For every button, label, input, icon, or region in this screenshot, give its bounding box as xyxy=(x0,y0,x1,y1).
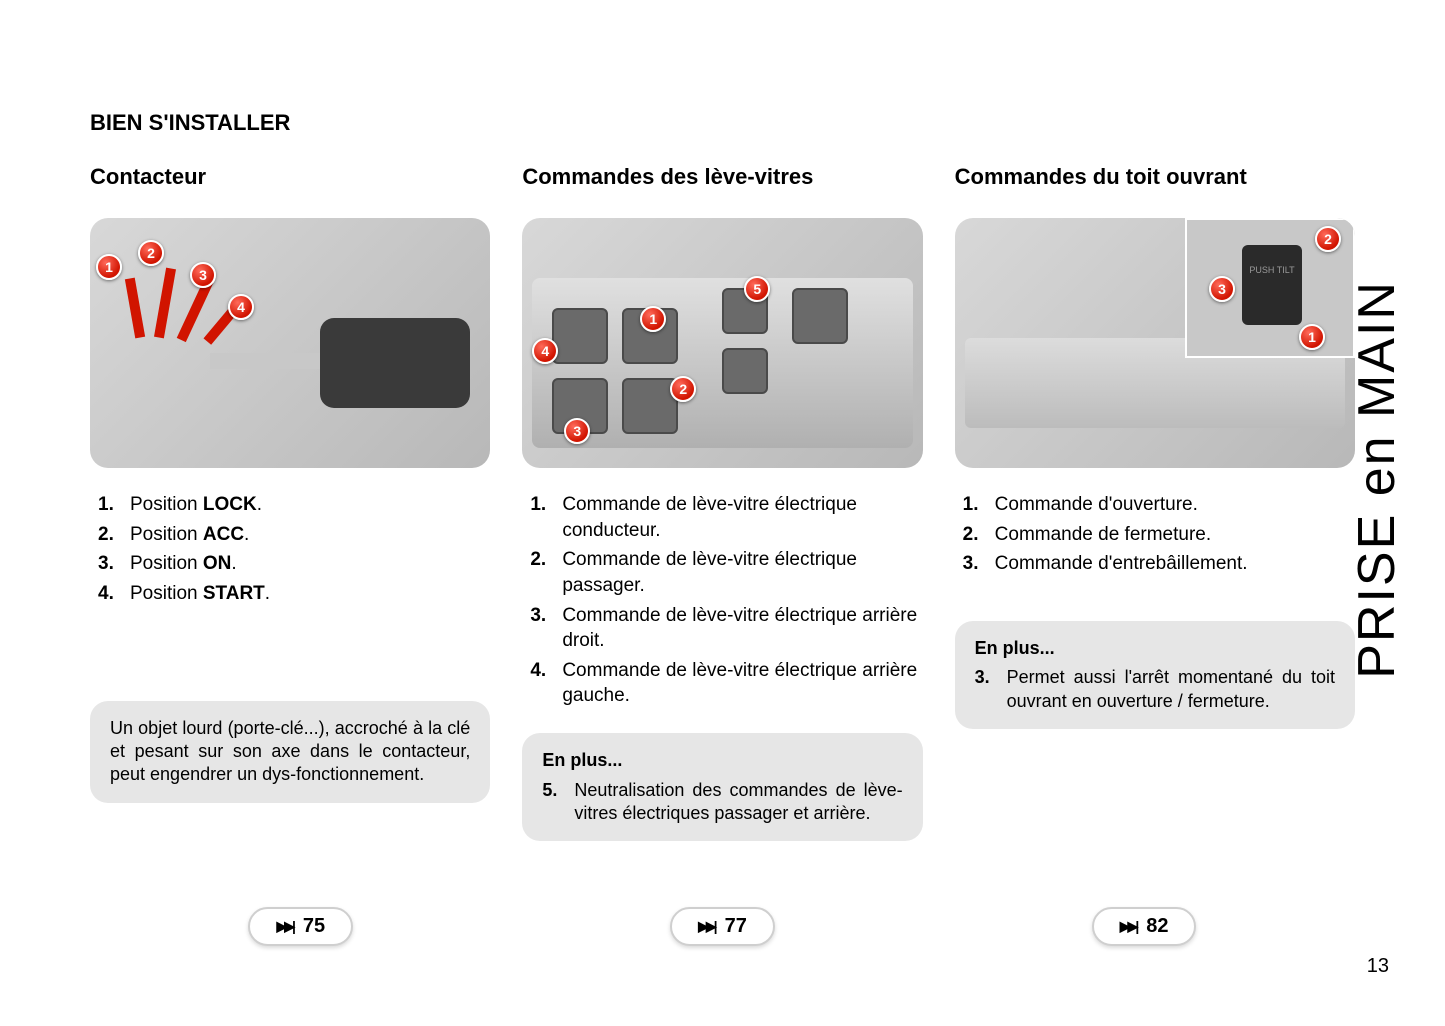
callout-2: 2 xyxy=(138,240,164,266)
column-windows: Commandes des lève-vitres 1 2 3 4 5 xyxy=(522,164,922,861)
fast-forward-icon: ▶▶| xyxy=(698,918,714,935)
list-windows: 1.Commande de lève-vitre électrique cond… xyxy=(522,492,922,709)
page-ref-number: 77 xyxy=(725,915,747,938)
page-ref-link[interactable]: ▶▶| 82 xyxy=(1092,907,1197,946)
key-shaft-shape xyxy=(210,353,330,369)
switch-shape xyxy=(792,288,848,344)
list-item: 2.Commande de lève-vitre électrique pass… xyxy=(530,547,922,598)
list-item: 1.Commande d'ouverture. xyxy=(963,492,1355,518)
switch-shape xyxy=(552,308,608,364)
switch-shape xyxy=(722,348,768,394)
list-item: 2.Position ACC. xyxy=(98,522,490,548)
callout-3: 3 xyxy=(1209,276,1235,302)
arrow-shape xyxy=(125,278,145,339)
subheading-sunroof: Commandes du toit ouvrant xyxy=(955,164,1355,190)
page-number: 13 xyxy=(1367,955,1389,978)
note-windows: En plus... 5.Neutralisation des commande… xyxy=(522,733,922,841)
arrow-shape xyxy=(154,268,176,339)
subheading-windows: Commandes des lève-vitres xyxy=(522,164,922,190)
callout-2: 2 xyxy=(1315,226,1341,252)
note-title: En plus... xyxy=(975,637,1335,660)
fast-forward-icon: ▶▶| xyxy=(1120,918,1136,935)
list-item: 1.Position LOCK. xyxy=(98,492,490,518)
callout-1: 1 xyxy=(96,254,122,280)
subheading-contacteur: Contacteur xyxy=(90,164,490,190)
note-list: 5.Neutralisation des commandes de lève-v… xyxy=(542,779,902,826)
list-item: 3.Commande de lève-vitre électrique arri… xyxy=(530,603,922,654)
page-refs-row: ▶▶| 75 ▶▶| 77 ▶▶| 82 xyxy=(90,907,1355,946)
figure-ignition: 1 2 3 4 xyxy=(90,218,490,468)
side-tab-label: PRISE en MAIN xyxy=(1347,280,1407,679)
figure-window-controls: 1 2 3 4 5 xyxy=(522,218,922,468)
note-list-item: 5.Neutralisation des commandes de lève-v… xyxy=(542,779,902,826)
figure-sunroof-controls: PUSH TILT 2 3 1 xyxy=(955,218,1355,468)
callout-1: 1 xyxy=(1299,324,1325,350)
manual-page: BIEN S'INSTALLER Contacteur 1 2 3 4 1.Po… xyxy=(0,0,1445,1026)
list-contacteur: 1.Position LOCK. 2.Position ACC. 3.Posit… xyxy=(90,492,490,607)
list-item: 3.Position ON. xyxy=(98,551,490,577)
list-item: 1.Commande de lève-vitre électrique cond… xyxy=(530,492,922,543)
column-sunroof: Commandes du toit ouvrant PUSH TILT 2 3 … xyxy=(955,164,1355,861)
list-item: 4.Commande de lève-vitre électrique arri… xyxy=(530,658,922,709)
list-item: 4.Position START. xyxy=(98,581,490,607)
page-ref-link[interactable]: ▶▶| 77 xyxy=(670,907,775,946)
callout-3: 3 xyxy=(190,262,216,288)
callout-4: 4 xyxy=(228,294,254,320)
list-item: 3.Commande d'entrebâillement. xyxy=(963,551,1355,577)
note-sunroof: En plus... 3.Permet aussi l'arrêt moment… xyxy=(955,621,1355,729)
switch-panel-shape xyxy=(532,278,912,448)
note-text: Un objet lourd (porte-clé...), accroché … xyxy=(110,717,470,787)
page-ref-link[interactable]: ▶▶| 75 xyxy=(248,907,353,946)
note-list-item: 3.Permet aussi l'arrêt momentané du toit… xyxy=(975,666,1335,713)
note-list: 3.Permet aussi l'arrêt momentané du toit… xyxy=(975,666,1335,713)
columns-container: Contacteur 1 2 3 4 1.Position LOCK. 2.Po… xyxy=(90,164,1355,861)
list-sunroof: 1.Commande d'ouverture. 2.Commande de fe… xyxy=(955,492,1355,577)
page-ref-number: 75 xyxy=(303,915,325,938)
column-contacteur: Contacteur 1 2 3 4 1.Position LOCK. 2.Po… xyxy=(90,164,490,861)
page-ref-number: 82 xyxy=(1146,915,1168,938)
roof-button-shape: PUSH TILT xyxy=(1242,245,1302,325)
key-fob-shape xyxy=(320,318,470,408)
fast-forward-icon: ▶▶| xyxy=(276,918,292,935)
list-item: 2.Commande de fermeture. xyxy=(963,522,1355,548)
main-heading: BIEN S'INSTALLER xyxy=(90,110,1355,136)
note-contacteur: Un objet lourd (porte-clé...), accroché … xyxy=(90,701,490,803)
note-title: En plus... xyxy=(542,749,902,772)
